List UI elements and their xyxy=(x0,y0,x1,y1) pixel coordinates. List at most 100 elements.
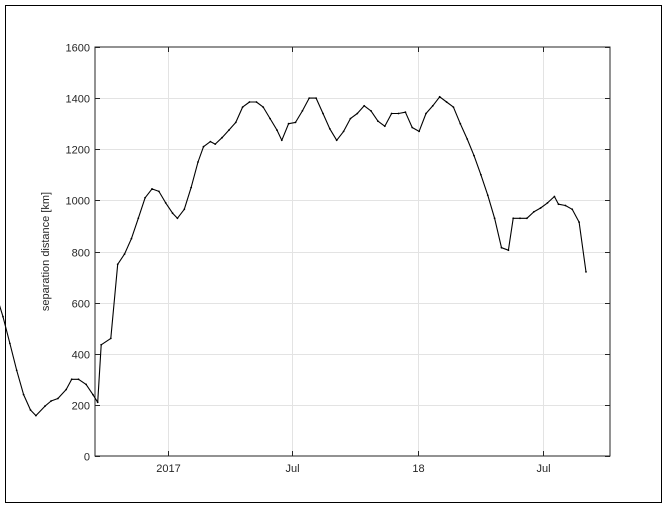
data-point xyxy=(176,217,179,220)
data-point xyxy=(328,127,331,130)
grid-lines xyxy=(95,47,610,456)
data-point xyxy=(342,130,345,133)
data-point xyxy=(57,397,59,400)
x-tick-label: Jul xyxy=(536,463,550,475)
data-point xyxy=(553,195,556,198)
data-point xyxy=(383,125,386,128)
y-tick-label: 1600 xyxy=(66,43,90,55)
data-point xyxy=(228,129,230,132)
data-point xyxy=(546,202,549,204)
data-point xyxy=(214,143,217,146)
data-point xyxy=(363,104,366,107)
data-point xyxy=(144,196,147,199)
data-point xyxy=(425,112,427,115)
series-line xyxy=(0,96,587,417)
data-point xyxy=(123,253,126,256)
data-point xyxy=(158,190,160,193)
data-point xyxy=(85,383,87,386)
data-point xyxy=(269,117,271,120)
plot-area xyxy=(94,46,611,457)
data-point xyxy=(151,188,153,190)
y-tick-label: 800 xyxy=(72,248,90,260)
data-point xyxy=(65,388,68,391)
y-tick-label: 200 xyxy=(72,401,90,413)
data-point xyxy=(276,129,278,132)
data-point xyxy=(377,120,379,122)
data-point xyxy=(96,401,99,404)
data-point xyxy=(486,194,489,197)
data-point xyxy=(452,106,455,108)
data-point xyxy=(473,154,475,157)
data-point xyxy=(349,117,352,120)
data-point xyxy=(532,211,535,213)
data-point xyxy=(15,369,18,372)
data-point xyxy=(2,315,4,318)
x-tick-labels: 2017 Jul 18 Jul xyxy=(156,463,550,475)
data-point xyxy=(397,112,400,115)
data-point xyxy=(22,393,25,396)
data-point xyxy=(431,104,434,107)
data-point xyxy=(519,217,521,220)
data-point xyxy=(190,186,193,189)
data-point xyxy=(507,249,510,252)
y-tick-label: 400 xyxy=(72,350,90,362)
data-point xyxy=(564,204,567,207)
y-tick-label: 1200 xyxy=(66,145,90,157)
x-tick-label: 18 xyxy=(412,463,424,475)
data-point xyxy=(445,101,448,103)
data-point xyxy=(280,139,283,142)
data-point xyxy=(557,203,560,206)
data-point xyxy=(130,237,133,240)
data-point xyxy=(116,263,119,266)
data-point xyxy=(418,130,420,133)
data-point xyxy=(335,139,338,142)
data-point xyxy=(209,140,212,143)
data-point xyxy=(308,97,311,99)
data-point xyxy=(585,271,587,273)
data-point xyxy=(171,212,174,215)
data-point xyxy=(438,95,441,98)
data-point xyxy=(221,136,223,139)
data-point xyxy=(459,122,462,125)
y-tick-label: 600 xyxy=(72,299,90,311)
data-point xyxy=(526,217,528,220)
data-point xyxy=(512,217,515,220)
data-point xyxy=(35,414,37,417)
data-point xyxy=(539,207,542,209)
data-point xyxy=(255,101,258,103)
data-point xyxy=(578,221,580,224)
data-point xyxy=(248,101,251,103)
axis-ticks xyxy=(95,47,610,457)
data-point xyxy=(77,378,80,381)
data-point xyxy=(404,111,407,114)
data-point xyxy=(234,121,237,124)
data-point xyxy=(70,378,73,381)
x-tick-label: 2017 xyxy=(156,463,180,475)
y-tick-label: 1000 xyxy=(66,196,90,208)
data-point xyxy=(315,97,317,99)
data-point xyxy=(493,217,496,220)
data-point xyxy=(500,246,503,249)
y-tick-label: 1400 xyxy=(66,94,90,106)
data-point xyxy=(411,126,414,129)
data-point xyxy=(44,405,46,408)
data-point xyxy=(287,122,290,125)
data-point xyxy=(480,173,482,176)
data-point xyxy=(100,343,103,346)
data-point xyxy=(183,208,186,211)
data-point xyxy=(109,337,112,340)
data-point xyxy=(137,217,140,220)
data-point xyxy=(50,400,52,402)
data-point xyxy=(466,138,469,140)
data-point xyxy=(390,112,393,115)
data-point xyxy=(202,145,205,148)
data-point xyxy=(356,112,359,115)
data-point xyxy=(9,342,11,345)
y-tick-label: 0 xyxy=(84,452,90,464)
y-tick-labels: 0 200 400 600 800 1000 1200 1400 1600 xyxy=(66,43,90,464)
data-point xyxy=(370,110,372,112)
data-point xyxy=(164,202,167,204)
data-point xyxy=(322,112,324,115)
data-point xyxy=(92,393,94,396)
